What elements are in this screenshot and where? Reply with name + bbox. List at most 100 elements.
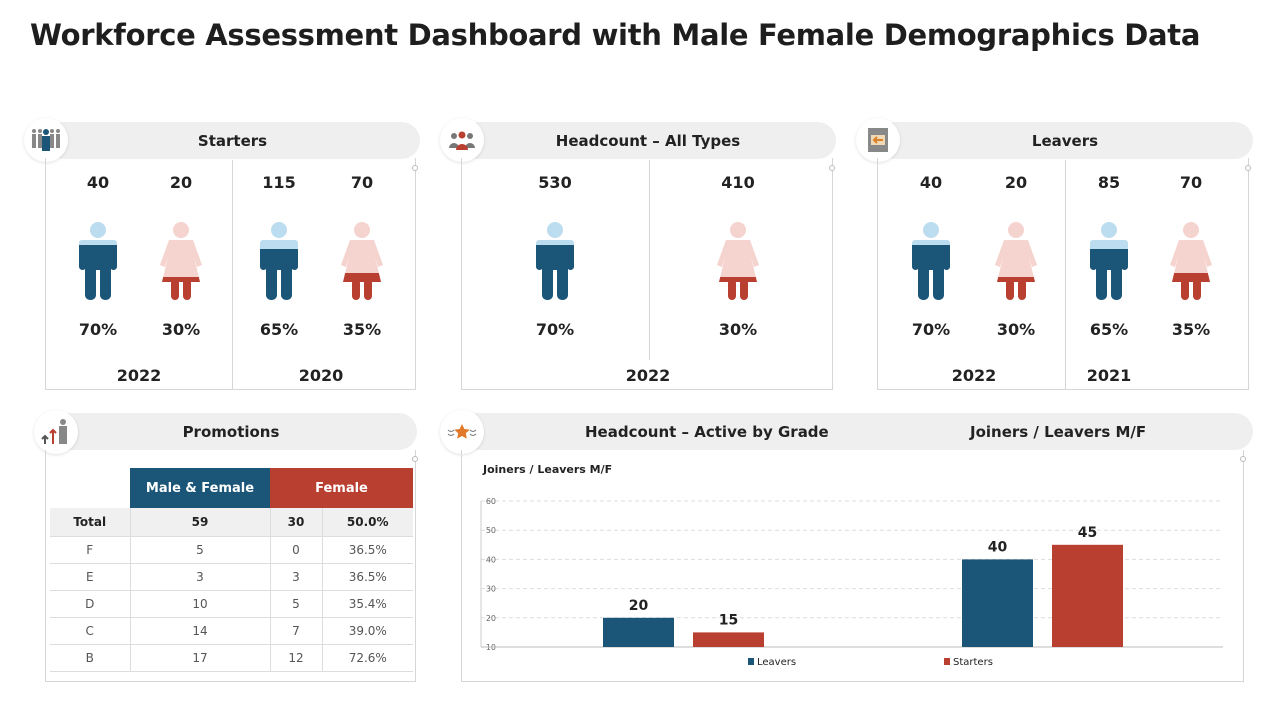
male-percent: 65% xyxy=(1089,320,1129,339)
bar-starters xyxy=(1052,544,1123,647)
year-label: 2021 xyxy=(1086,366,1132,385)
cell: 59 xyxy=(130,508,271,537)
female-percent: 35% xyxy=(342,320,382,339)
female-percent: 30% xyxy=(996,320,1036,339)
male-percent: 70% xyxy=(535,320,575,339)
corner-dot xyxy=(412,456,418,462)
year-label: 2022 xyxy=(116,366,162,385)
female-percent: 30% xyxy=(161,320,201,339)
year-label: 2020 xyxy=(298,366,344,385)
bar-chart: Joiners / Leavers M/F 1020304050602040Le… xyxy=(480,463,1223,668)
promotions-header: Promotions xyxy=(45,413,417,450)
corner-dot xyxy=(412,165,418,171)
female-figure-icon xyxy=(715,221,761,301)
cell: 36.5% xyxy=(322,563,413,591)
cell: 36.5% xyxy=(322,536,413,564)
legend-swatch xyxy=(748,658,754,665)
active-title: Headcount – Active by Grade xyxy=(585,422,829,441)
data-label: 45 xyxy=(1078,525,1097,541)
team-icon xyxy=(440,118,484,162)
female-count: 70 xyxy=(350,173,374,192)
data-label: 15 xyxy=(719,612,738,628)
cell: 50.0% xyxy=(322,508,413,537)
bar-leavers xyxy=(603,617,674,647)
female-figure-icon xyxy=(158,221,204,301)
promotion-arrows-icon xyxy=(34,410,78,454)
female-figure-icon xyxy=(339,221,385,301)
divider xyxy=(649,160,650,360)
cell: 7 xyxy=(270,617,323,645)
table-row: F 5 0 36.5% xyxy=(50,536,413,564)
people-group-icon xyxy=(24,118,68,162)
bar-leavers xyxy=(962,559,1033,647)
star-rating-icon xyxy=(440,410,484,454)
cell: E xyxy=(50,563,131,591)
starters-panel xyxy=(45,158,416,390)
divider xyxy=(232,160,233,390)
male-figure-icon xyxy=(532,221,578,301)
female-count: 410 xyxy=(721,173,755,192)
bar-starters xyxy=(693,632,764,647)
exit-door-icon xyxy=(856,118,900,162)
active-header: Headcount – Active by Grade Joiners / Lea… xyxy=(460,413,1253,450)
starters-header: Starters xyxy=(45,122,420,159)
promotions-title: Promotions xyxy=(182,422,280,441)
year-label: 2022 xyxy=(951,366,997,385)
corner-dot xyxy=(1245,165,1251,171)
headcount-panel xyxy=(461,158,833,390)
header-male-female: Male & Female xyxy=(130,468,270,508)
table-row: E 3 3 36.5% xyxy=(50,563,413,591)
male-percent: 65% xyxy=(259,320,299,339)
female-count: 70 xyxy=(1179,173,1203,192)
female-figure-icon xyxy=(1168,221,1214,301)
cell: C xyxy=(50,617,131,645)
female-percent: 30% xyxy=(718,320,758,339)
table-row-total: Total 59 30 50.0% xyxy=(50,508,413,537)
male-figure-icon xyxy=(75,221,121,301)
year-label: 2022 xyxy=(625,366,671,385)
cell: 12 xyxy=(270,644,323,672)
cell: 17 xyxy=(130,644,271,672)
active-subtitle: Joiners / Leavers M/F xyxy=(970,422,1147,441)
male-count: 115 xyxy=(262,173,296,192)
legend-swatch xyxy=(944,658,950,665)
leavers-panel xyxy=(877,158,1249,390)
cell: 10 xyxy=(130,590,271,618)
y-tick-label: 30 xyxy=(486,585,496,594)
cell: 14 xyxy=(130,617,271,645)
leavers-title: Leavers xyxy=(1031,131,1099,150)
cell: Total xyxy=(50,508,131,537)
cell: 3 xyxy=(270,563,323,591)
y-tick-label: 50 xyxy=(486,526,496,535)
promotions-table: Male & Female Female Total 59 30 50.0% F 5 0 36… xyxy=(50,468,413,672)
female-count: 20 xyxy=(169,173,193,192)
female-percent: 35% xyxy=(1171,320,1211,339)
cell: D xyxy=(50,590,131,618)
legend-label: Leavers xyxy=(757,657,796,668)
cell: 72.6% xyxy=(322,644,413,672)
divider xyxy=(1065,160,1066,390)
headcount-header: Headcount – All Types xyxy=(460,122,836,159)
data-label: 20 xyxy=(629,598,649,614)
male-count: 530 xyxy=(538,173,572,192)
table-row: D 10 5 35.4% xyxy=(50,590,413,618)
cell: 30 xyxy=(270,508,323,537)
y-tick-label: 20 xyxy=(486,614,496,623)
y-tick-label: 40 xyxy=(486,555,496,564)
legend-label: Starters xyxy=(953,657,993,668)
cell: 5 xyxy=(130,536,271,564)
corner-dot xyxy=(1240,456,1246,462)
cell: 3 xyxy=(130,563,271,591)
cell: B xyxy=(50,644,131,672)
male-figure-icon xyxy=(908,221,954,301)
data-label: 40 xyxy=(988,539,1008,555)
cell: 0 xyxy=(270,536,323,564)
male-count: 40 xyxy=(86,173,110,192)
cell: 35.4% xyxy=(322,590,413,618)
cell: F xyxy=(50,536,131,564)
starters-title: Starters xyxy=(197,131,268,150)
headcount-title: Headcount – All Types xyxy=(555,131,741,150)
female-count: 20 xyxy=(1004,173,1028,192)
page-title: Workforce Assessment Dashboard with Male… xyxy=(30,18,1201,52)
leavers-header: Leavers xyxy=(877,122,1253,159)
